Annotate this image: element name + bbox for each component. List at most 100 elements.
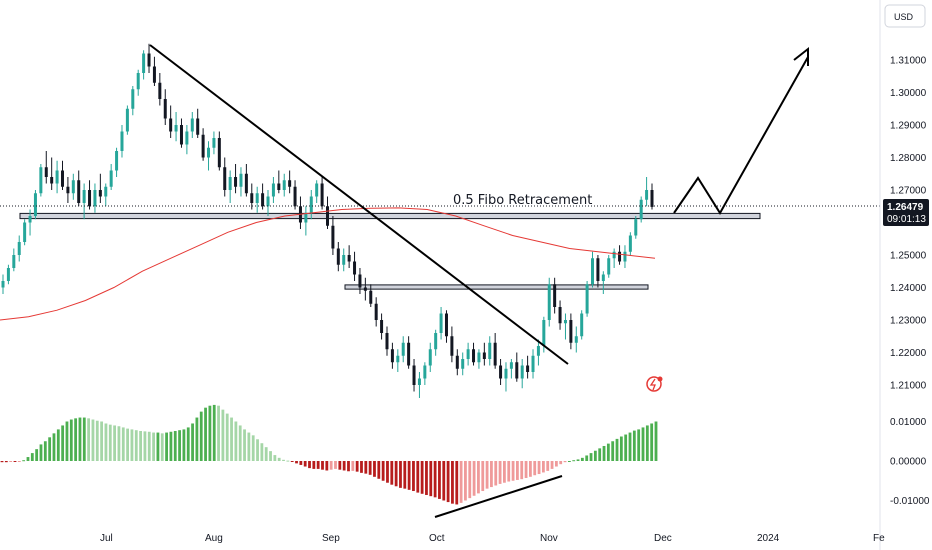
oscillator-bar — [394, 461, 398, 487]
candle-body — [358, 274, 362, 288]
oscillator-bar — [104, 423, 108, 461]
candle-body — [650, 190, 654, 207]
candle-body — [158, 82, 162, 99]
oscillator-bar — [589, 453, 593, 461]
candle-body — [488, 342, 492, 359]
oscillator-bar — [91, 419, 95, 461]
time-axis-label: Oct — [429, 533, 445, 544]
candle-body — [250, 193, 254, 203]
oscillator-bar — [576, 459, 580, 461]
oscillator-bar — [143, 431, 147, 461]
currency-button[interactable]: USD — [884, 4, 926, 28]
candle-body — [423, 365, 427, 379]
oscillator-axis-label: 0.00000 — [890, 457, 927, 468]
candle-body — [190, 118, 194, 132]
oscillator-bar — [234, 421, 238, 461]
candle-body — [77, 180, 81, 203]
candle-body — [607, 258, 611, 275]
oscillator-bar — [52, 433, 56, 461]
candle-body — [12, 255, 16, 268]
candle-body — [509, 362, 513, 369]
time-axis-label: Aug — [205, 533, 223, 544]
oscillator-bar — [459, 461, 463, 503]
candle-body — [628, 235, 632, 252]
oscillator-bar — [559, 461, 563, 465]
oscillator-bar — [654, 421, 658, 461]
candle-body — [331, 225, 335, 249]
oscillator-bar — [273, 455, 277, 461]
candle-body — [455, 355, 459, 369]
price-axis-label: 1.22000 — [890, 348, 927, 359]
oscillator-bar — [472, 461, 476, 496]
candle-body — [44, 167, 48, 177]
time-axis-label: Jul — [100, 533, 113, 544]
oscillator-bar — [199, 411, 203, 461]
candle-body — [499, 365, 503, 379]
time-axis-label: Sep — [322, 533, 340, 544]
oscillator-bar — [35, 449, 39, 461]
price-axis-label: 1.28000 — [890, 153, 927, 164]
candle-body — [461, 359, 465, 369]
oscillator-bar — [611, 441, 615, 461]
oscillator-bar — [48, 437, 52, 461]
candle-body — [174, 125, 178, 132]
oscillator-bar — [204, 407, 207, 461]
candle-body — [17, 242, 21, 255]
price-zone[interactable] — [344, 284, 649, 290]
oscillator-bar — [451, 461, 454, 504]
price-zone[interactable] — [19, 212, 761, 220]
oscillator-bar — [412, 461, 415, 492]
oscillator-bar — [169, 431, 173, 461]
oscillator-bar — [593, 450, 597, 461]
oscillator-bar — [308, 461, 311, 469]
candle-body — [536, 346, 540, 356]
oscillator-bar — [186, 427, 190, 461]
candle-body — [125, 108, 129, 132]
candle-body — [152, 66, 156, 83]
oscillator-bar — [212, 404, 216, 461]
oscillator-bar — [490, 461, 493, 488]
candle-body — [553, 284, 557, 307]
candle-body — [66, 186, 70, 194]
price-axis-label: 1.23000 — [890, 316, 927, 327]
oscillator-bar — [464, 461, 467, 501]
candle-body — [326, 206, 329, 226]
oscillator-bar — [134, 430, 138, 461]
candle-body — [185, 131, 189, 145]
oscillator-bar — [39, 444, 43, 461]
oscillator-bar — [221, 409, 225, 461]
candle-body — [612, 251, 616, 259]
projection-path[interactable] — [673, 56, 809, 215]
candle-body — [385, 333, 389, 350]
oscillator-bar — [485, 461, 489, 489]
candle-body — [645, 190, 649, 200]
oscillator-bar — [321, 461, 324, 470]
candle-body — [136, 73, 140, 90]
time-axis-label: 2024 — [757, 533, 780, 544]
candle-body — [293, 186, 297, 207]
candle-body — [482, 352, 486, 359]
candle-body — [217, 138, 221, 168]
oscillator-bar — [550, 461, 554, 469]
oscillator-bar — [433, 461, 437, 498]
candle-body — [28, 216, 32, 223]
oscillator-bar — [468, 461, 472, 499]
candle-body — [526, 365, 530, 372]
oscillator-bar — [4, 461, 8, 463]
alert-icon[interactable] — [646, 376, 663, 392]
price-trendline[interactable] — [149, 44, 569, 365]
oscillator-bar — [65, 421, 69, 461]
oscillator-bar — [312, 461, 316, 469]
oscillator-bar — [126, 428, 130, 461]
oscillator-bar — [455, 461, 459, 505]
oscillator-bar — [516, 461, 519, 480]
candle-body — [104, 186, 108, 197]
oscillator-divergence-line[interactable] — [434, 475, 563, 518]
oscillator-bar — [139, 430, 142, 461]
candle-body — [309, 196, 313, 213]
oscillator-axis-label: -0.01000 — [890, 496, 930, 507]
oscillator-bar — [615, 438, 619, 461]
candle-body — [115, 151, 119, 171]
candle-body — [542, 320, 546, 346]
